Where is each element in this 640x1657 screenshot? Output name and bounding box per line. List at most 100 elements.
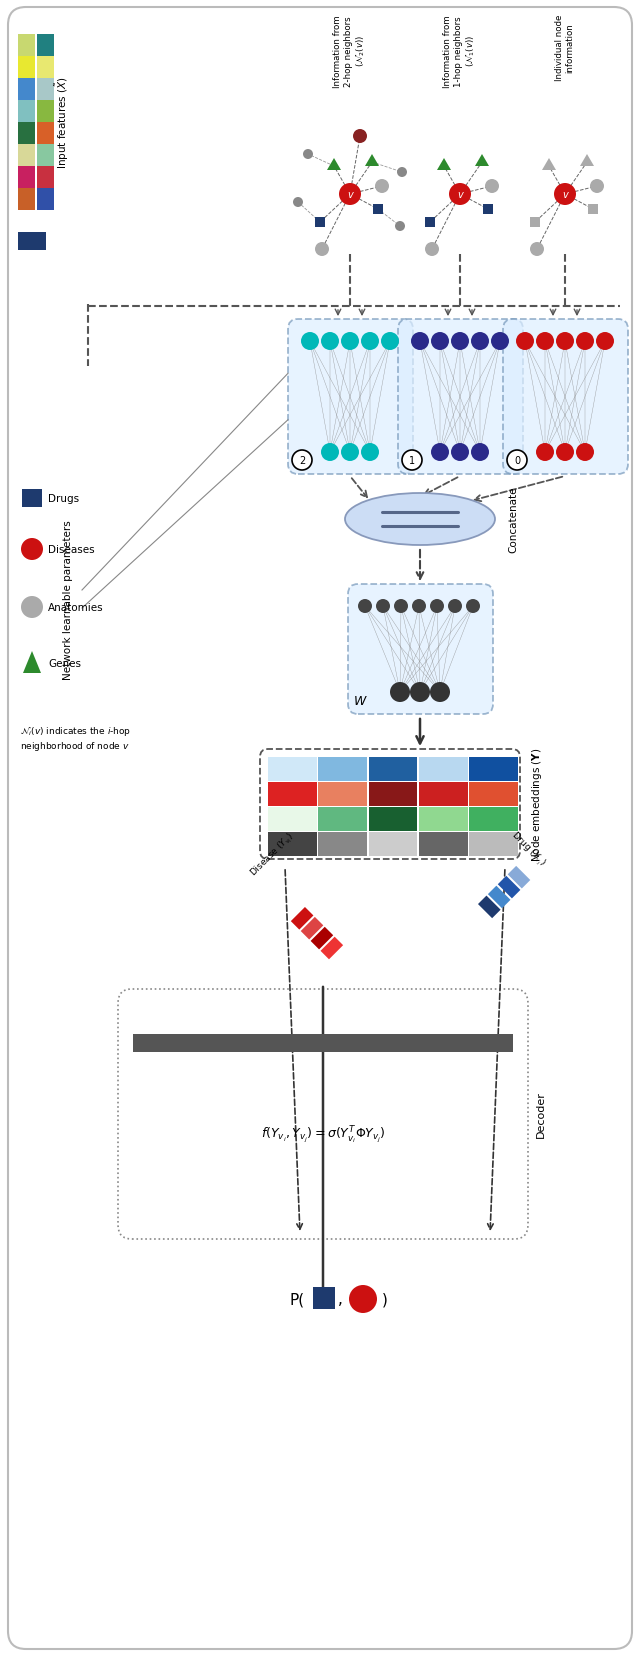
Circle shape xyxy=(397,167,407,177)
Bar xyxy=(268,832,317,857)
Bar xyxy=(18,234,46,250)
Text: Input features ($\tilde{X}$): Input features ($\tilde{X}$) xyxy=(54,76,70,169)
Bar xyxy=(419,757,468,780)
Polygon shape xyxy=(475,154,489,167)
Bar xyxy=(369,782,417,805)
Polygon shape xyxy=(327,159,341,171)
Bar xyxy=(425,217,435,229)
Circle shape xyxy=(491,333,509,351)
Text: Drugs: Drugs xyxy=(48,494,79,504)
Circle shape xyxy=(431,333,449,351)
Bar xyxy=(488,886,511,908)
Ellipse shape xyxy=(345,494,495,545)
Bar xyxy=(483,205,493,215)
Bar xyxy=(318,757,367,780)
Circle shape xyxy=(556,333,574,351)
Circle shape xyxy=(431,444,449,462)
Text: $\mathcal{N}_i(v)$ indicates the $i$-hop
neighborhood of node $v$: $\mathcal{N}_i(v)$ indicates the $i$-hop… xyxy=(20,724,131,752)
Polygon shape xyxy=(580,154,594,167)
Bar xyxy=(530,217,540,229)
Circle shape xyxy=(21,597,43,618)
Bar xyxy=(37,101,54,123)
Circle shape xyxy=(358,600,372,613)
Text: Information from
2-hop neighbors
($\mathcal{N}_2(v)$): Information from 2-hop neighbors ($\math… xyxy=(333,15,367,88)
Text: Network learnable parameters: Network learnable parameters xyxy=(63,520,73,679)
Bar xyxy=(419,832,468,857)
Bar xyxy=(369,807,417,832)
Circle shape xyxy=(590,181,604,194)
Bar xyxy=(18,101,35,123)
FancyBboxPatch shape xyxy=(503,320,628,474)
Bar xyxy=(301,918,323,940)
Circle shape xyxy=(451,444,469,462)
Circle shape xyxy=(516,333,534,351)
Text: Node embeddings ($\mathbf{Y}$): Node embeddings ($\mathbf{Y}$) xyxy=(530,747,544,862)
Bar xyxy=(291,908,314,930)
Text: P(: P( xyxy=(289,1292,305,1307)
Circle shape xyxy=(381,333,399,351)
Bar xyxy=(369,757,417,780)
Text: $f(Y_{v_i}, Y_{v_j}) = \sigma(Y_{v_i}^T \Phi Y_{v_j})$: $f(Y_{v_i}, Y_{v_j}) = \sigma(Y_{v_i}^T … xyxy=(260,1123,385,1145)
Text: v: v xyxy=(562,191,568,200)
Bar xyxy=(37,167,54,189)
Circle shape xyxy=(293,197,303,207)
Bar xyxy=(22,490,42,507)
Circle shape xyxy=(554,184,576,205)
Circle shape xyxy=(536,333,554,351)
Text: v: v xyxy=(347,191,353,200)
Bar xyxy=(321,938,343,959)
Bar xyxy=(18,167,35,189)
Text: Diseases: Diseases xyxy=(48,545,95,555)
Bar xyxy=(268,807,317,832)
Circle shape xyxy=(402,451,422,471)
Text: 0: 0 xyxy=(514,456,520,466)
Bar xyxy=(37,35,54,56)
FancyBboxPatch shape xyxy=(8,8,632,1649)
Bar xyxy=(419,782,468,805)
Circle shape xyxy=(361,333,379,351)
Bar xyxy=(478,896,500,918)
Circle shape xyxy=(361,444,379,462)
Circle shape xyxy=(390,683,410,703)
FancyBboxPatch shape xyxy=(288,320,413,474)
Circle shape xyxy=(471,444,489,462)
Circle shape xyxy=(448,600,462,613)
Circle shape xyxy=(556,444,574,462)
Bar xyxy=(310,928,333,949)
Circle shape xyxy=(425,244,439,257)
Bar xyxy=(18,189,35,210)
Text: 2: 2 xyxy=(299,456,305,466)
Bar xyxy=(588,205,598,215)
Text: Disease ($Y_{v_i}$): Disease ($Y_{v_i}$) xyxy=(247,830,297,880)
Bar xyxy=(37,189,54,210)
Circle shape xyxy=(485,181,499,194)
Text: ): ) xyxy=(382,1292,388,1307)
Bar xyxy=(469,807,518,832)
Bar xyxy=(469,782,518,805)
Circle shape xyxy=(315,244,329,257)
Polygon shape xyxy=(542,159,556,171)
Circle shape xyxy=(430,600,444,613)
Circle shape xyxy=(394,600,408,613)
Circle shape xyxy=(536,444,554,462)
Circle shape xyxy=(339,184,361,205)
FancyBboxPatch shape xyxy=(260,749,520,860)
Bar xyxy=(318,782,367,805)
Circle shape xyxy=(410,683,430,703)
Circle shape xyxy=(395,222,405,232)
Bar xyxy=(313,1287,335,1309)
Circle shape xyxy=(349,1286,377,1314)
Polygon shape xyxy=(437,159,451,171)
Circle shape xyxy=(341,333,359,351)
Bar xyxy=(133,1034,513,1052)
Circle shape xyxy=(466,600,480,613)
Bar xyxy=(318,832,367,857)
Text: v: v xyxy=(457,191,463,200)
Text: ,: , xyxy=(337,1292,342,1307)
Bar xyxy=(18,123,35,144)
Circle shape xyxy=(303,149,313,161)
Bar xyxy=(37,123,54,144)
Circle shape xyxy=(507,451,527,471)
Circle shape xyxy=(576,333,594,351)
Text: Decoder: Decoder xyxy=(536,1090,546,1138)
